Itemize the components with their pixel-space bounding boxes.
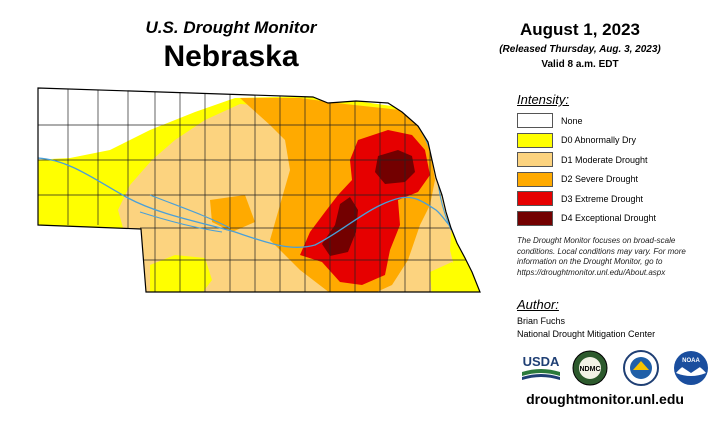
author-heading: Author: [517, 297, 559, 312]
state-name: Nebraska [163, 40, 299, 73]
platte-river [38, 157, 451, 248]
legend-item-d1: D1 Moderate Drought [517, 150, 656, 170]
legend-heading: Intensity: [517, 92, 570, 107]
noaa-logo-text: NOAA [682, 358, 700, 364]
legend-swatch [517, 191, 553, 207]
ndmc-logo-text: NDMC [580, 366, 601, 373]
legend-label: D1 Moderate Drought [561, 154, 648, 165]
usda-logo: USDA [522, 354, 560, 380]
author-name: Brian Fuchs [517, 316, 566, 326]
legend-swatch [517, 152, 553, 168]
d2-pocket-west [210, 195, 255, 232]
website-url[interactable]: droughtmonitor.unl.edu [526, 391, 684, 407]
legend-swatch [517, 132, 553, 148]
legend-swatch [517, 113, 553, 129]
d0-pocket-southeast [430, 262, 472, 292]
legend-label: D0 Abnormally Dry [561, 135, 637, 146]
release-date: (Released Thursday, Aug. 3, 2023) [499, 44, 661, 55]
map-date: August 1, 2023 [520, 20, 640, 39]
d0-pocket-southwest [150, 255, 212, 292]
legend: None D0 Abnormally Dry D1 Moderate Droug… [517, 111, 656, 228]
state-outline [37, 87, 481, 293]
legend-label: D3 Extreme Drought [561, 193, 644, 204]
author-organization: National Drought Mitigation Center [517, 329, 656, 339]
legend-label: None [561, 115, 583, 126]
legend-item-none: None [517, 111, 656, 131]
usda-logo-text: USDA [523, 354, 560, 369]
d4-region-central [322, 197, 358, 256]
disclaimer-note: The Drought Monitor focuses on broad-sca… [517, 236, 686, 277]
legend-item-d4: D4 Exceptional Drought [517, 209, 656, 229]
legend-label: D4 Exceptional Drought [561, 213, 657, 224]
county-lines [38, 88, 470, 292]
legend-item-d2: D2 Severe Drought [517, 170, 656, 190]
doc-seal-logo [623, 350, 659, 386]
legend-item-d3: D3 Extreme Drought [517, 189, 656, 209]
legend-swatch [517, 210, 553, 226]
map-title: U.S. Drought Monitor [145, 18, 317, 37]
south-platte-tributary [139, 211, 223, 233]
noaa-logo: NOAA [674, 351, 708, 385]
legend-swatch [517, 171, 553, 187]
legend-item-d0: D0 Abnormally Dry [517, 131, 656, 151]
north-platte-tributary [149, 194, 231, 229]
legend-label: D2 Severe Drought [561, 174, 639, 185]
ndmc-logo: NDMC [572, 350, 608, 386]
valid-time: Valid 8 a.m. EDT [541, 59, 619, 70]
